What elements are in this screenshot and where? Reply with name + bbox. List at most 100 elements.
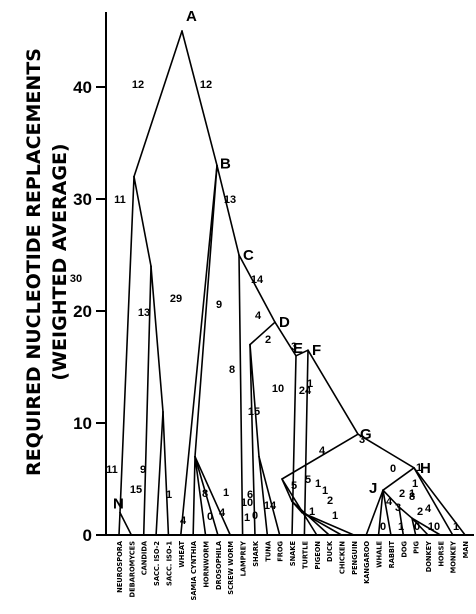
taxon-label: RABBIT [387,541,396,569]
taxon-label: CANDIDA [140,540,149,575]
tree-branch [301,511,343,536]
branch-length-label: 4 [386,496,393,508]
tree-branch [281,433,359,480]
taxon-label: SACC. ISO-2 [152,541,161,586]
axes [105,12,474,536]
branch-length-label: 2 [327,495,333,507]
tree-branch [133,30,183,178]
branch-length-label: 1 [244,512,250,524]
branch-length-label: 29 [170,293,182,305]
branch-length-label: 4 [255,310,262,322]
node-label: N [113,496,124,513]
taxon-label: HORSE [436,541,445,567]
branch-length-label: 1 [166,489,172,501]
branch-length-label: 5 [291,480,297,492]
branch-length-label: 1 [307,378,313,390]
y-tick-label: 0 [83,526,92,545]
taxon-label: CHICKEN [337,541,346,574]
taxon-label: SNAKE [288,541,297,567]
branch-length-label: 1 [412,478,418,490]
tree-branch [295,349,309,357]
y-tick-label: 40 [73,78,92,97]
tree-branch [119,511,133,536]
taxon-label: WHEAT [177,541,186,568]
node-label: H [420,460,431,477]
y-tick-label: 20 [73,302,92,321]
tree-branch [413,466,466,536]
node-label: C [243,247,254,264]
taxon-label: PIGEON [313,541,322,570]
branch-length-label: 0 [390,463,396,475]
tree-branch [150,265,164,413]
node-label: D [279,314,290,331]
tree-branch [194,455,207,536]
branch-length-label: 3 [359,434,365,446]
tree-branch [411,517,417,536]
branch-length-label: 8 [409,491,415,503]
branch-length-label: 12 [132,79,144,91]
branch-length-label: 15 [248,406,260,418]
taxon-label: KANGAROO [362,541,371,584]
tree-branch [118,511,121,536]
branch-length-label: 4 [319,445,326,457]
tree-branch [382,466,415,492]
tree-branch [194,455,232,536]
taxon-label: WHALE [375,541,384,568]
tree-branch [249,343,260,458]
branch-length-label: 9 [216,299,222,311]
branch-length-label: 4 [180,515,187,527]
tree-branch [249,321,276,346]
tree-branch [216,164,240,256]
branch-length-label: 24 [299,385,312,397]
tree-branch [413,466,454,536]
branch-length-label: 3 [395,502,401,514]
y-tick-label: 30 [73,190,92,209]
tree-branch [119,175,135,514]
y-axis-title: REQUIRED NUCLEOTIDE REPLACEMENTS (WEIGHT… [23,48,71,476]
taxon-label: DUCK [325,540,334,562]
branch-length-label: 3 [291,341,297,353]
taxon-label: TUNA [263,540,272,561]
tree-branch [291,500,303,514]
y-ticks: 0 10 20 30 40 [73,78,106,545]
tree-branch [398,506,413,520]
tree-branch [307,349,359,436]
taxon-label: SHARK [251,540,260,567]
branch-length-label: 1 [315,478,321,490]
taxon-label: PIG [412,541,421,554]
branch-length-label: 10 [241,497,253,509]
branch-length-label: 1 [309,506,315,518]
taxon-label: PENGUIN [350,541,359,575]
branch-length-label: 0 [252,510,258,522]
branch-length-label: 12 [200,79,212,91]
branch-length-label: 8 [202,488,208,500]
taxon-labels: NEUROSPORA DEBAROMYCES CANDIDA SACC. ISO-2 S… [115,540,470,600]
tree-branch [382,489,392,536]
taxon-label: DONKEY [424,541,433,572]
branch-length-label: 14 [251,274,264,286]
branch-length-label: 13 [138,307,150,319]
tree-branch [238,254,276,324]
taxon-label: SCREW WORM [226,541,235,595]
branch-length-label: 1 [453,521,459,533]
branch-length-label: 6 [247,489,253,501]
tree-branch [382,489,400,508]
tree-branch [291,354,297,536]
tree-branch [258,455,281,536]
taxon-label: FROG [276,541,285,562]
branch-length-label: 11 [114,194,126,206]
tree-branch [180,164,218,536]
taxon-label: DEBAROMYCES [127,541,136,598]
node-label: A [186,8,197,25]
branch-length-label: 10 [428,521,440,533]
node-label: B [220,155,231,172]
tree-branch [249,343,256,536]
branch-length-label: 2 [399,488,405,500]
tree-branch [301,511,355,536]
taxon-label: DROSOPHILA [214,540,223,590]
branch-length-label: 0 [414,521,420,533]
tree-branch [281,478,318,536]
tree-branch [192,455,196,536]
branch-length-label: 1 [332,510,338,522]
